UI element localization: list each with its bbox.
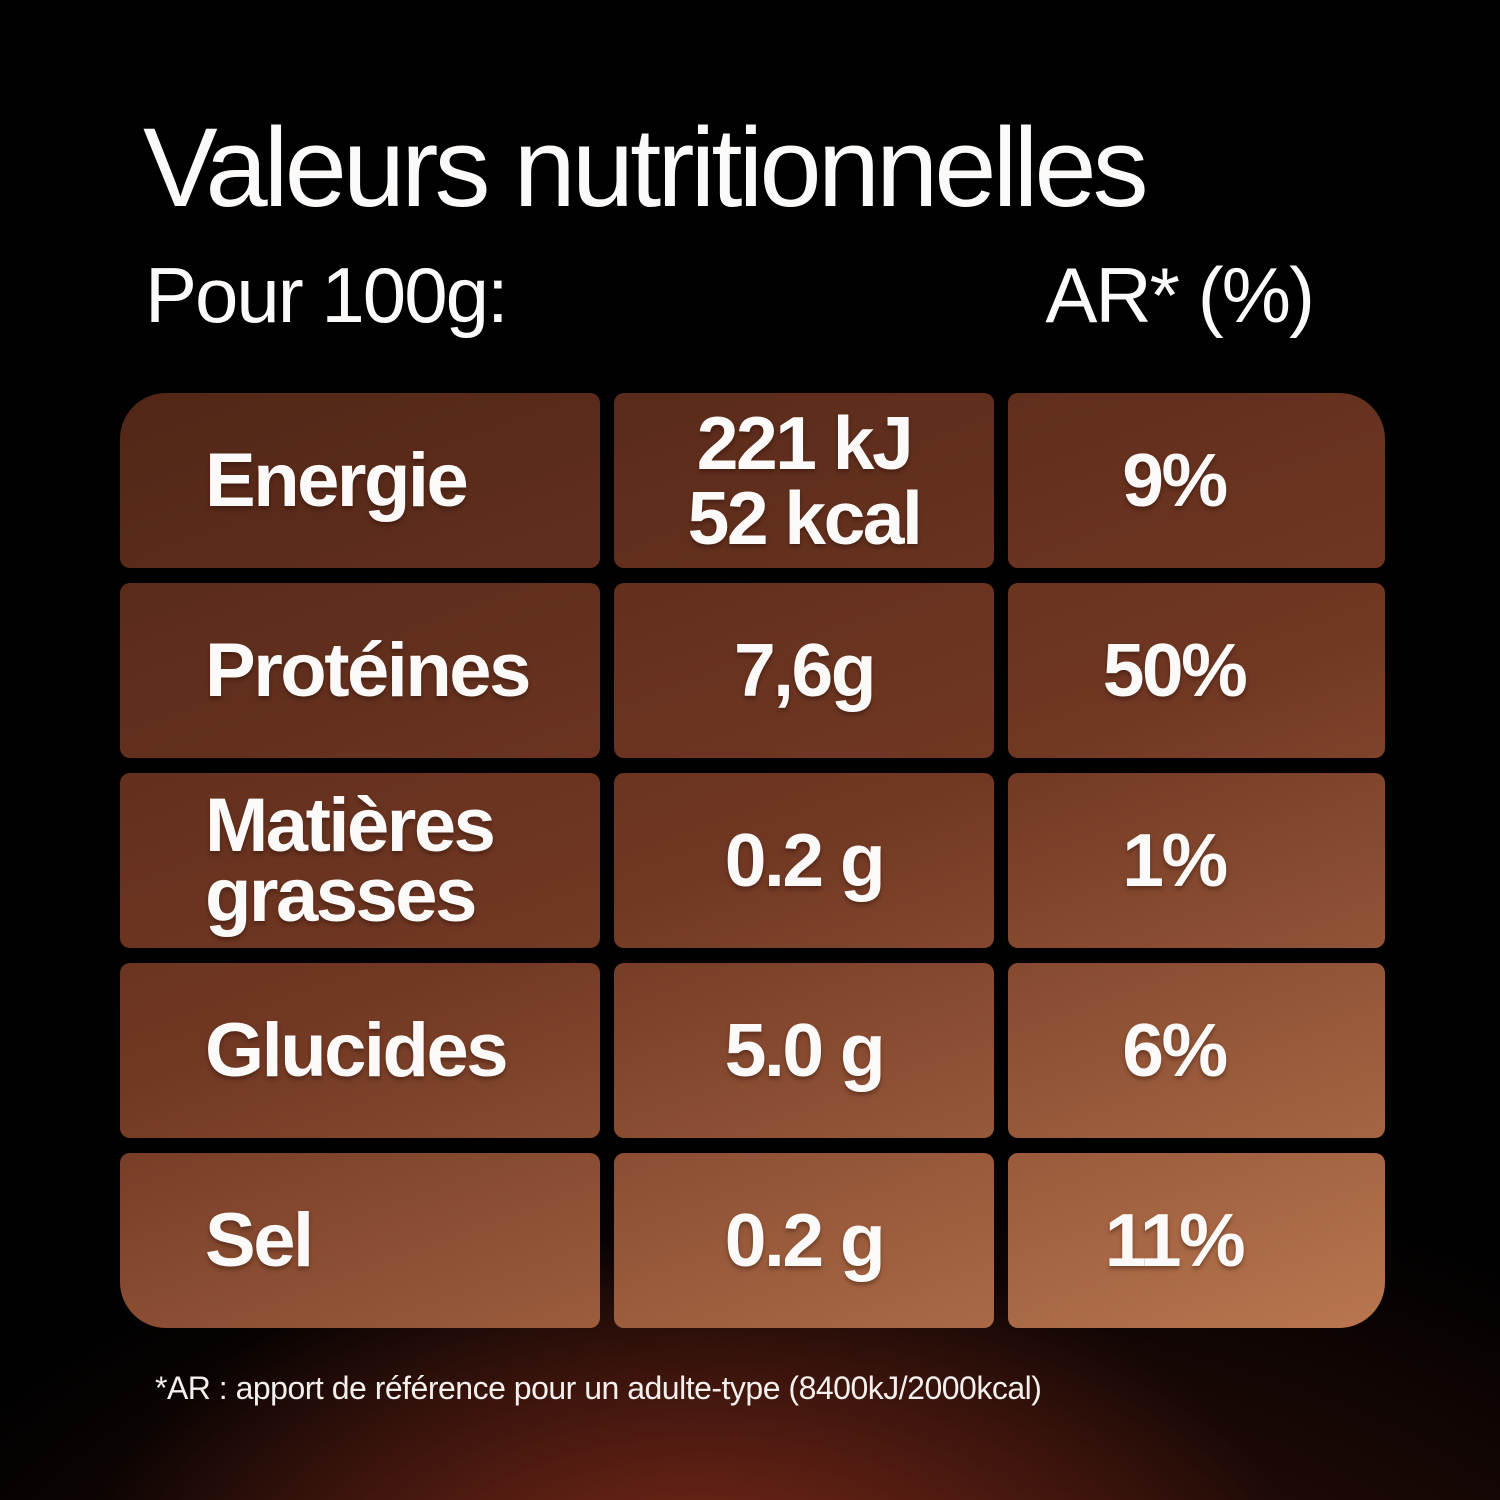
amount-line: 52 kcal: [687, 475, 923, 560]
nutrient-percent-cell: 50%: [1008, 583, 1385, 758]
reference-intake-header: AR* (%): [1045, 251, 1315, 339]
nutrient-amount-cell: 0.2 g: [614, 773, 994, 948]
nutrient-amount-cell: 5.0 g: [614, 963, 994, 1138]
table-header-row: Pour 100g: AR* (%): [145, 251, 1315, 339]
nutrient-amount-cell: 7,6g: [614, 583, 994, 758]
nutrient-percent-cell: 11%: [1008, 1153, 1385, 1328]
nutrient-amount-cell: 221 kJ 52 kcal: [614, 393, 994, 568]
nutrient-reference-percent: 1%: [1122, 818, 1228, 902]
nutrient-name-cell: Sel: [120, 1153, 600, 1328]
nutrient-amount-cell: 0.2 g: [614, 1153, 994, 1328]
nutrient-percent-cell: 6%: [1008, 963, 1385, 1138]
nutrient-name-cell: Matières grasses: [120, 773, 600, 948]
nutrient-amount: 221 kJ 52 kcal: [687, 400, 923, 560]
amount-line: 5.0 g: [724, 1008, 886, 1092]
amount-line: 7,6g: [733, 628, 877, 712]
nutrient-name: Protéines: [205, 627, 531, 713]
nutrient-amount: 0.2 g: [724, 1198, 886, 1282]
nutrient-name-cell: Glucides: [120, 963, 600, 1138]
amount-line: 0.2 g: [724, 818, 886, 902]
nutrient-name-cell: Protéines: [120, 583, 600, 758]
nutrition-table: Energie 221 kJ 52 kcal 9% Protéines 7,6g 50% Ma…: [120, 393, 1385, 1328]
amount-line: 0.2 g: [724, 1198, 886, 1282]
nutrient-name: Glucides: [205, 1007, 509, 1093]
nutrient-reference-percent: 9%: [1122, 438, 1228, 522]
nutrient-reference-percent: 50%: [1102, 628, 1248, 712]
nutrient-percent-cell: 9%: [1008, 393, 1385, 568]
nutrient-percent-cell: 1%: [1008, 773, 1385, 948]
nutrient-amount: 5.0 g: [724, 1008, 886, 1092]
reference-intake-footnote: *AR : apport de référence pour un adulte…: [155, 1370, 1042, 1406]
nutrient-amount: 0.2 g: [724, 818, 886, 902]
nutrient-name-cell: Energie: [120, 393, 600, 568]
nutrient-reference-percent: 6%: [1122, 1008, 1228, 1092]
nutrient-name: Energie: [205, 437, 469, 523]
amount-line: 221 kJ: [696, 400, 914, 485]
serving-size-label: Pour 100g:: [145, 251, 509, 339]
nutrient-name: Matières grasses: [205, 782, 496, 938]
page-title: Valeurs nutritionnelles: [143, 105, 1149, 230]
nutrient-reference-percent: 11%: [1104, 1198, 1246, 1282]
nutrient-amount: 7,6g: [733, 628, 877, 712]
nutrient-name: Sel: [205, 1197, 314, 1283]
